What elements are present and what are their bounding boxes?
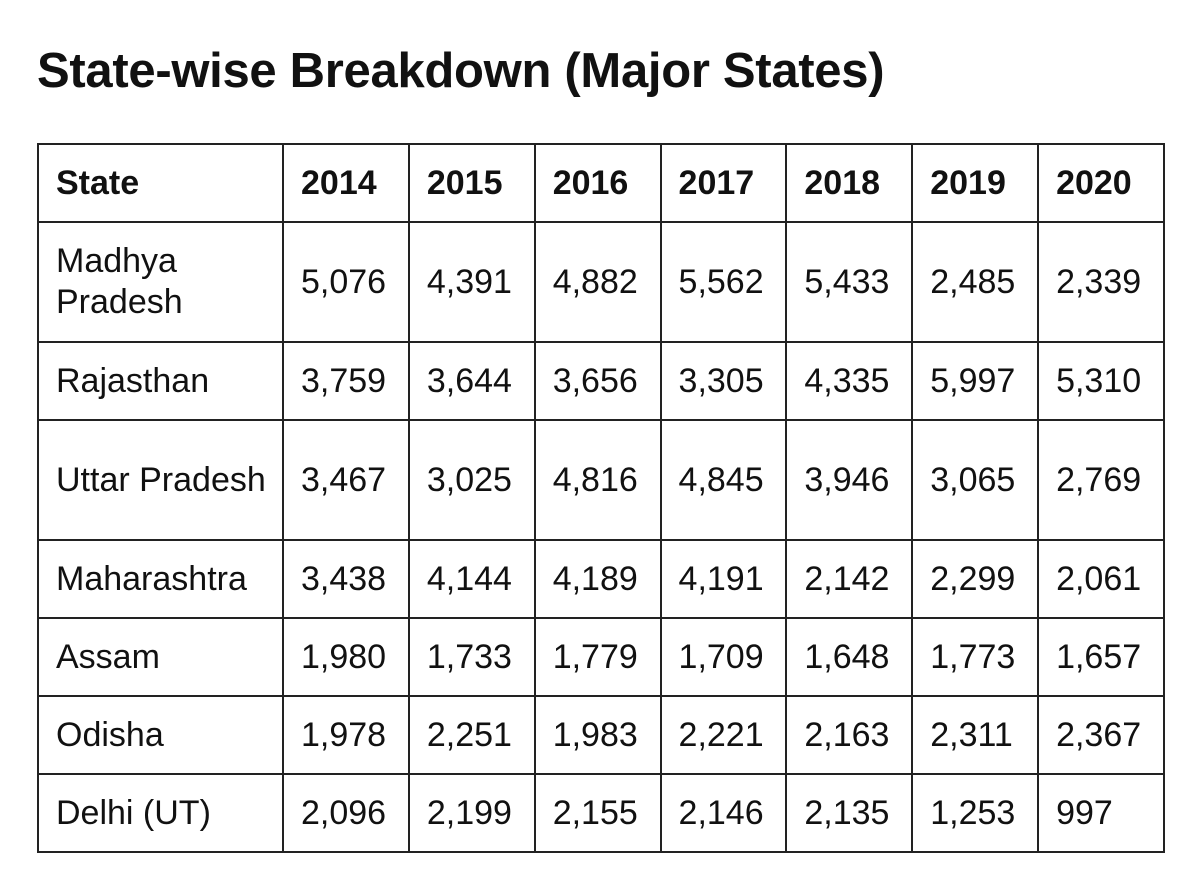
value-cell: 3,644 [407, 341, 536, 421]
value-cell: 4,144 [407, 539, 536, 619]
value-cell: 1,657 [1037, 617, 1165, 697]
column-header: 2016 [533, 143, 662, 223]
value-cell: 997 [1037, 773, 1165, 853]
table-row: Uttar Pradesh 3,467 3,025 4,816 4,845 3,… [37, 419, 1165, 541]
value-cell: 1,779 [533, 617, 662, 697]
value-cell: 4,391 [407, 221, 536, 343]
value-cell: 3,946 [785, 419, 914, 541]
value-cell: 2,135 [785, 773, 914, 853]
value-cell: 2,146 [659, 773, 788, 853]
value-cell: 2,311 [911, 695, 1040, 775]
value-cell: 1,983 [533, 695, 662, 775]
value-cell: 4,335 [785, 341, 914, 421]
value-cell: 2,155 [533, 773, 662, 853]
value-cell: 1,980 [282, 617, 410, 697]
value-cell: 5,562 [659, 221, 788, 343]
state-cell: Maharashtra [37, 539, 284, 619]
column-header: 2019 [911, 143, 1040, 223]
value-cell: 2,163 [785, 695, 914, 775]
value-cell: 1,648 [785, 617, 914, 697]
value-cell: 3,025 [407, 419, 536, 541]
value-cell: 2,339 [1037, 221, 1165, 343]
value-cell: 2,367 [1037, 695, 1165, 775]
value-cell: 4,882 [533, 221, 662, 343]
value-cell: 2,221 [659, 695, 788, 775]
table-row: Odisha 1,978 2,251 1,983 2,221 2,163 2,3… [37, 695, 1165, 775]
table-row: Rajasthan 3,759 3,644 3,656 3,305 4,335 … [37, 341, 1165, 421]
value-cell: 3,065 [911, 419, 1040, 541]
page-title: State-wise Breakdown (Major States) [37, 44, 885, 98]
value-cell: 5,433 [785, 221, 914, 343]
state-cell: Delhi (UT) [37, 773, 284, 853]
value-cell: 5,310 [1037, 341, 1165, 421]
state-cell: Assam [37, 617, 284, 697]
value-cell: 3,438 [282, 539, 410, 619]
value-cell: 2,485 [911, 221, 1040, 343]
value-cell: 1,773 [911, 617, 1040, 697]
value-cell: 2,142 [785, 539, 914, 619]
value-cell: 2,251 [407, 695, 536, 775]
value-cell: 2,096 [282, 773, 410, 853]
column-header: 2020 [1037, 143, 1165, 223]
value-cell: 2,299 [911, 539, 1040, 619]
value-cell: 3,656 [533, 341, 662, 421]
value-cell: 2,061 [1037, 539, 1165, 619]
state-cell: Odisha [37, 695, 284, 775]
value-cell: 3,467 [282, 419, 410, 541]
value-cell: 2,769 [1037, 419, 1165, 541]
column-header: State [37, 143, 284, 223]
column-header: 2018 [785, 143, 914, 223]
value-cell: 1,733 [407, 617, 536, 697]
column-header: 2014 [282, 143, 410, 223]
state-cell: Uttar Pradesh [37, 419, 284, 541]
table-row: Maharashtra 3,438 4,144 4,189 4,191 2,14… [37, 539, 1165, 619]
table-row: Delhi (UT) 2,096 2,199 2,155 2,146 2,135… [37, 773, 1165, 853]
value-cell: 4,189 [533, 539, 662, 619]
value-cell: 4,845 [659, 419, 788, 541]
table-row: Assam 1,980 1,733 1,779 1,709 1,648 1,77… [37, 617, 1165, 697]
state-breakdown-table: State 2014 2015 2016 2017 2018 2019 2020… [37, 143, 1165, 853]
value-cell: 1,709 [659, 617, 788, 697]
value-cell: 1,978 [282, 695, 410, 775]
value-cell: 5,076 [282, 221, 410, 343]
table-header-row: State 2014 2015 2016 2017 2018 2019 2020 [37, 143, 1165, 223]
column-header: 2017 [659, 143, 788, 223]
table-row: Madhya Pradesh 5,076 4,391 4,882 5,562 5… [37, 221, 1165, 343]
value-cell: 2,199 [407, 773, 536, 853]
state-cell: Madhya Pradesh [37, 221, 284, 343]
value-cell: 3,305 [659, 341, 788, 421]
column-header: 2015 [407, 143, 536, 223]
value-cell: 1,253 [911, 773, 1040, 853]
value-cell: 4,816 [533, 419, 662, 541]
value-cell: 3,759 [282, 341, 410, 421]
value-cell: 5,997 [911, 341, 1040, 421]
state-cell: Rajasthan [37, 341, 284, 421]
value-cell: 4,191 [659, 539, 788, 619]
